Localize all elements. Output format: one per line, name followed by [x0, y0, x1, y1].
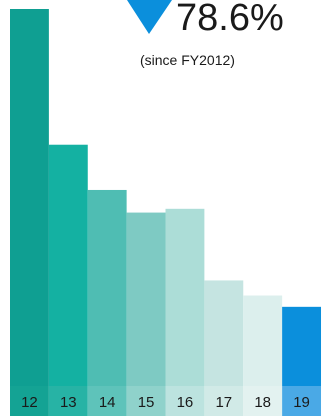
- label-band-17: [204, 386, 244, 416]
- category-label-18: 18: [254, 394, 271, 411]
- label-band-16: [165, 386, 205, 416]
- bar-17: [204, 280, 244, 386]
- change-note: (since FY2012): [140, 52, 235, 68]
- label-band-18: [243, 386, 283, 416]
- label-band-15: [126, 386, 166, 416]
- bar-16: [165, 208, 205, 386]
- label-band-19: [282, 386, 322, 416]
- category-label-13: 13: [60, 394, 77, 411]
- category-label-12: 12: [21, 394, 38, 411]
- label-band-13: [48, 386, 88, 416]
- bar-14: [87, 189, 127, 386]
- category-labels-group: 12 13 14 15 16 17 18 19: [10, 386, 322, 416]
- category-label-14: 14: [99, 394, 116, 411]
- bar-19: [282, 306, 322, 386]
- category-label-17: 17: [215, 394, 232, 411]
- category-label-16: 16: [177, 394, 194, 411]
- bar-18: [243, 295, 283, 386]
- bar-13: [48, 144, 88, 386]
- annotation: 78.6% (since FY2012): [127, 0, 284, 68]
- bar-12: [10, 9, 49, 386]
- change-percent: 78.6%: [176, 0, 284, 39]
- category-label-15: 15: [138, 394, 155, 411]
- label-band-12: [10, 386, 49, 416]
- bars-group: [10, 9, 322, 386]
- bar-15: [126, 212, 166, 386]
- category-label-19: 19: [293, 394, 310, 411]
- down-triangle-icon: [127, 0, 172, 34]
- label-band-14: [87, 386, 127, 416]
